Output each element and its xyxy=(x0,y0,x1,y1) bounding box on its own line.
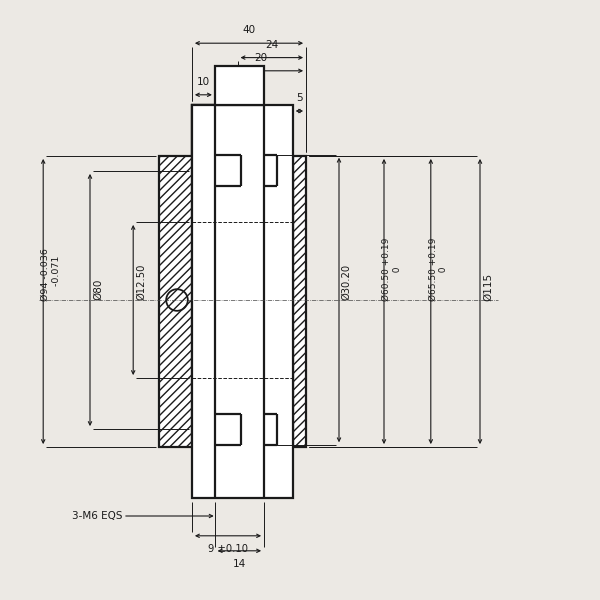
Text: 5: 5 xyxy=(296,93,303,103)
Text: 40: 40 xyxy=(242,25,256,35)
Text: Ø65.50 +0.19
          0: Ø65.50 +0.19 0 xyxy=(429,238,448,301)
Polygon shape xyxy=(293,156,306,447)
Text: Ø30.20: Ø30.20 xyxy=(342,264,352,300)
Bar xyxy=(215,66,264,105)
Text: 10: 10 xyxy=(197,77,210,87)
Polygon shape xyxy=(159,105,215,447)
Text: 24: 24 xyxy=(265,40,278,50)
Bar xyxy=(192,105,293,498)
Text: Ø12.50: Ø12.50 xyxy=(136,263,146,300)
Text: Ø94 -0.036
     -0.071: Ø94 -0.036 -0.071 xyxy=(41,248,61,301)
Text: Ø80: Ø80 xyxy=(93,278,103,300)
Text: Ø60.50 +0.19
          0: Ø60.50 +0.19 0 xyxy=(382,238,401,301)
Text: 14: 14 xyxy=(233,559,246,569)
Polygon shape xyxy=(159,105,215,447)
Text: Ø115: Ø115 xyxy=(483,274,493,301)
Text: 20: 20 xyxy=(254,53,267,63)
Text: 9 ±0.10: 9 ±0.10 xyxy=(208,544,248,554)
Text: 3-M6 EQS: 3-M6 EQS xyxy=(72,511,122,521)
